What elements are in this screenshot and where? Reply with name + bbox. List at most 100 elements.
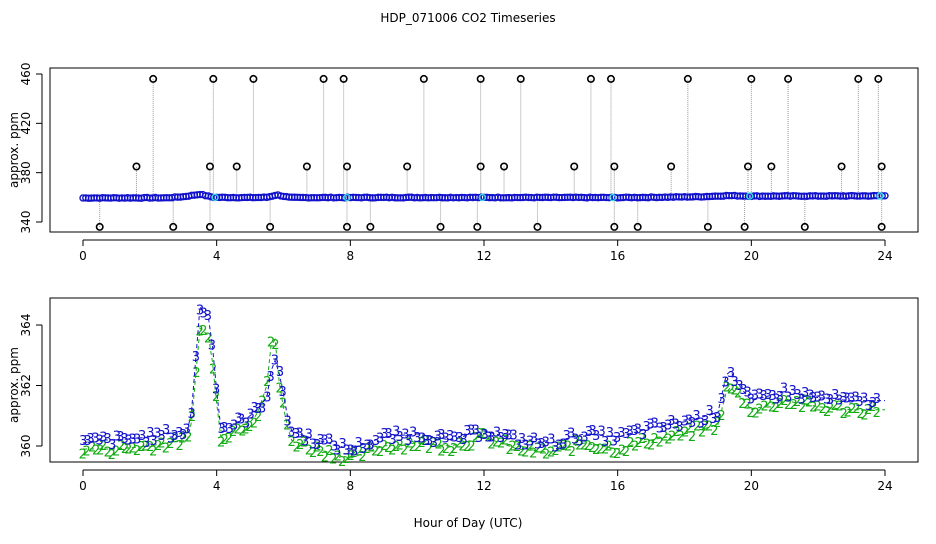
- spike-point: [743, 162, 752, 171]
- series-2-marker: 2: [154, 439, 162, 454]
- series-2-marker: 2: [108, 448, 116, 463]
- series-2-marker: 2: [162, 442, 170, 457]
- series-2-marker: 2: [860, 409, 868, 424]
- series-3-marker: 3: [727, 366, 735, 381]
- series-3-marker: 3: [441, 431, 449, 446]
- series-2-marker: 2: [688, 430, 696, 445]
- spike-point: [149, 74, 158, 83]
- series-2-marker: 2: [551, 444, 559, 459]
- series-3-marker: 3: [639, 428, 647, 443]
- series-2-marker: 2: [768, 400, 776, 415]
- series-3-marker: 3: [359, 442, 367, 457]
- series-2-marker: 2: [857, 407, 865, 422]
- series-2-marker: 2: [580, 438, 588, 453]
- top-x-tick-label: 8: [347, 249, 355, 263]
- spike-point: [800, 222, 809, 231]
- series-2-marker: 2: [104, 446, 112, 461]
- series-3-marker: 3: [455, 431, 463, 446]
- series-3-marker: 3: [651, 417, 659, 432]
- series-2-marker: 2: [99, 439, 107, 454]
- series-2-marker: 2: [647, 439, 655, 454]
- series-2-marker: 2: [564, 439, 572, 454]
- series-2-marker: 2: [643, 438, 651, 453]
- series-3-marker: 3: [146, 426, 154, 441]
- series-3-marker: 3: [347, 443, 355, 458]
- series-2-marker: 2: [82, 444, 90, 459]
- spike-point: [667, 162, 676, 171]
- series-3-marker: 3: [672, 418, 680, 433]
- series-2-marker: 2: [283, 419, 291, 434]
- series-2-marker: 2: [429, 436, 437, 451]
- series-2-marker: 2: [784, 398, 792, 413]
- series-2-marker: 2: [458, 439, 466, 454]
- series-3-marker: 3: [183, 423, 191, 438]
- series-3-marker: 3: [309, 438, 317, 453]
- series-3-marker: 3: [518, 432, 526, 447]
- series-3-marker: 3: [208, 339, 216, 354]
- spike-point: [232, 162, 241, 171]
- spike-point: [877, 222, 886, 231]
- series-2-marker: 2: [166, 437, 174, 452]
- spike-point: [205, 162, 214, 171]
- series-2-marker: 2: [605, 439, 613, 454]
- series-2-marker: 2: [575, 439, 583, 454]
- series-2-marker: 2: [710, 424, 718, 439]
- series-2-line: [83, 326, 885, 459]
- series-3-marker: 3: [626, 425, 634, 440]
- series-3-marker: 3: [759, 389, 767, 404]
- spike-point: [740, 222, 749, 231]
- series-2-marker: 2: [347, 449, 355, 464]
- series-3-marker: 3: [91, 432, 99, 447]
- series-3-marker: 3: [501, 428, 509, 443]
- spike-point: [837, 162, 846, 171]
- series-2-marker: 2: [664, 432, 672, 447]
- series-3-marker: 3: [460, 433, 468, 448]
- series-2-marker: 2: [195, 324, 203, 339]
- series-3-marker: 3: [617, 426, 625, 441]
- series-2-marker: 2: [823, 405, 831, 420]
- series-3-marker: 3: [656, 421, 664, 436]
- series-2-marker: 2: [798, 401, 806, 416]
- series-3-marker: 3: [630, 424, 638, 439]
- series-3-marker: 3: [538, 437, 546, 452]
- series-2-marker: 2: [790, 398, 798, 413]
- series-3-marker: 3: [430, 436, 438, 451]
- series-2-marker: 2: [414, 440, 422, 455]
- series-2-marker: 2: [325, 444, 333, 459]
- top-x-tick-label: 24: [877, 249, 892, 263]
- series-3-marker: 3: [267, 370, 275, 385]
- series-2-marker: 2: [447, 445, 455, 460]
- series-2-marker: 2: [626, 436, 634, 451]
- series-2-marker: 2: [744, 398, 752, 413]
- series-3-marker: 3: [585, 425, 593, 440]
- series-2-marker: 2: [338, 455, 346, 470]
- series-3-marker: 3: [212, 383, 220, 398]
- series-2-marker: 2: [826, 402, 834, 417]
- series-3-marker: 3: [769, 389, 777, 404]
- series-3-marker: 3: [313, 438, 321, 453]
- spike-point: [606, 74, 615, 83]
- series-3-marker: 3: [797, 393, 805, 408]
- series-3-marker: 3: [401, 427, 409, 442]
- series-3-marker: 3: [826, 393, 834, 408]
- top-x-tick-label: 0: [79, 249, 87, 263]
- series-3-marker: 3: [317, 433, 325, 448]
- series-2-marker: 2: [731, 384, 739, 399]
- series-3-marker: 3: [842, 391, 850, 406]
- series-3-marker: 3: [571, 433, 579, 448]
- series-2-marker: 2: [88, 440, 96, 455]
- spike-point: [473, 222, 482, 231]
- series-3-marker: 3: [263, 391, 271, 406]
- series-2-marker: 2: [229, 425, 237, 440]
- series-2-marker: 2: [367, 441, 375, 456]
- series-2-marker: 2: [455, 437, 463, 452]
- top-x-tick-label: 20: [744, 249, 759, 263]
- series-2-marker: 2: [801, 393, 809, 408]
- series-3-marker: 3: [667, 414, 675, 429]
- series-3-marker: 3: [542, 436, 550, 451]
- series-2-marker: 2: [321, 451, 329, 466]
- series-2-marker: 2: [601, 442, 609, 457]
- series-2-marker: 2: [192, 366, 200, 381]
- series-2-marker: 2: [844, 406, 852, 421]
- bottom-x-tick-label: 8: [347, 479, 355, 493]
